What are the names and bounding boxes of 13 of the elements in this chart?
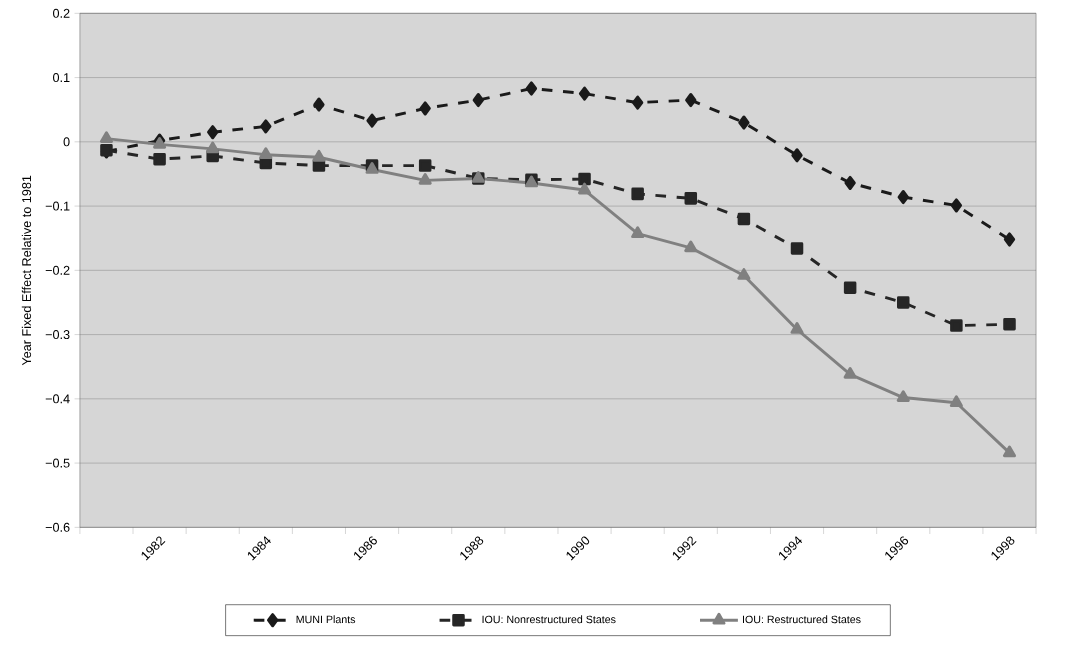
y-tick-label: −0.3 — [45, 330, 70, 340]
legend-label: IOU: Nonrestructured States — [482, 615, 616, 624]
y-tick-label: −0.4 — [45, 394, 70, 404]
y-tick-label: 0.1 — [53, 73, 70, 83]
legend-label: MUNI Plants — [296, 615, 356, 624]
y-tick-label: −0.5 — [45, 458, 70, 468]
y-tick-label: −0.1 — [45, 201, 70, 211]
y-tick-label: −0.2 — [45, 266, 70, 276]
y-axis-title: Year Fixed Effect Relative to 1981 — [21, 175, 32, 366]
y-tick-label: 0 — [63, 137, 70, 147]
legend-label: IOU: Restructured States — [743, 615, 861, 624]
y-tick-label: −0.6 — [45, 523, 70, 533]
y-tick-label: 0.2 — [53, 9, 70, 19]
